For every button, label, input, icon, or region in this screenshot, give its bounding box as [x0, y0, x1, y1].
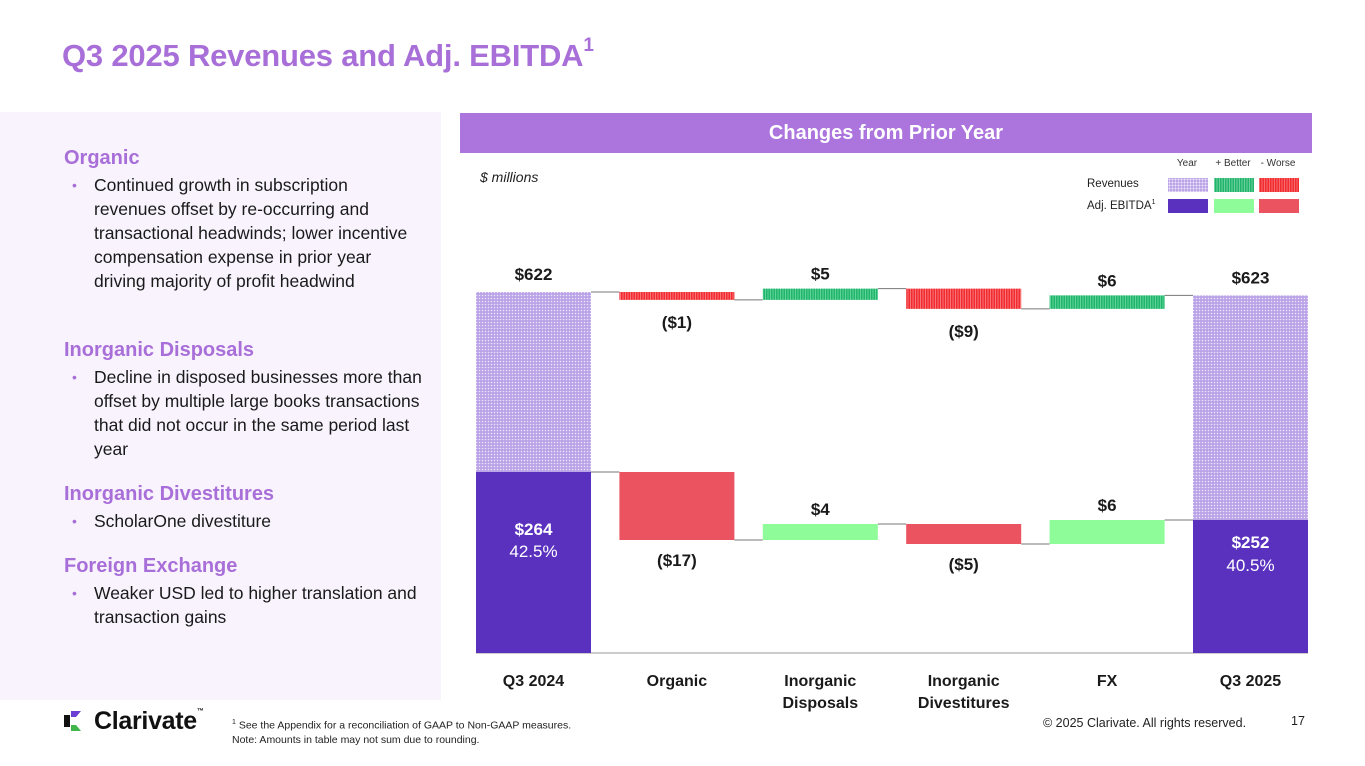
legend-swatch-ebitda-worse — [1259, 199, 1299, 213]
clarivate-logo: Clarivate ™ — [62, 706, 204, 736]
legend-column-worse: - Worse — [1260, 158, 1296, 169]
chart-header: Changes from Prior Year — [460, 113, 1312, 153]
section-organic: Organic Continued growth in subscription… — [64, 145, 424, 293]
category-label: Inorganic — [928, 673, 1000, 690]
legend-column-better: + Better — [1215, 158, 1251, 169]
bar-ebitda-change — [1049, 520, 1165, 544]
label-revenue-change: $6 — [1098, 271, 1117, 290]
bar-ebitda-change — [619, 472, 735, 540]
waterfall-chart: $622 ($1) $5 ($9) $6 $623 $264 42.5% ($17) $4 ($5)… — [476, 265, 1308, 712]
page-title-text: Q3 2025 Revenues and Adj. EBITDA — [62, 38, 584, 73]
bar-revenue-change — [906, 288, 1022, 309]
logo-trademark: ™ — [196, 708, 204, 715]
section-inorganic-disposals: Inorganic Disposals Decline in disposed … — [64, 337, 424, 461]
label-ebitda-q3-2025: $252 — [1232, 533, 1270, 552]
chart-legend: Year + Better - Worse Revenues Adj. EBIT… — [1080, 158, 1310, 218]
section-heading: Foreign Exchange — [64, 555, 238, 577]
label-revenue-change: $5 — [811, 265, 830, 284]
bullet-item: Decline in disposed businesses more than… — [64, 365, 424, 461]
chart-marks: $622 ($1) $5 ($9) $6 $623 $264 42.5% ($17) $4 ($5)… — [476, 265, 1308, 712]
margin-ebitda-q3-2025: 40.5% — [1226, 556, 1274, 575]
label-ebitda-change: $6 — [1098, 496, 1117, 515]
category-label: Q3 2024 — [503, 673, 564, 690]
label-ebitda-change: ($17) — [657, 551, 697, 570]
bullet-item: Weaker USD led to higher translation and… — [64, 581, 424, 629]
footnote-line-1: See the Appendix for a reconciliation of… — [235, 719, 572, 732]
footnote: 1 See the Appendix for a reconciliation … — [232, 716, 571, 747]
label-revenue-change: ($9) — [949, 322, 979, 341]
logo-wordmark: Clarivate — [94, 706, 197, 735]
category-label: Disposals — [783, 695, 859, 712]
category-label: Divestitures — [918, 695, 1010, 712]
section-inorganic-divestitures: Inorganic Divestitures ScholarOne divest… — [64, 481, 424, 533]
section-heading: Organic — [64, 147, 140, 169]
bar-ebitda-q3-2025 — [1193, 520, 1308, 653]
bar-revenue-change — [619, 292, 735, 300]
copyright: © 2025 Clarivate. All rights reserved. — [1043, 716, 1247, 730]
bar-revenue-change — [1049, 295, 1165, 309]
bullet-item: Continued growth in subscription revenue… — [64, 173, 424, 293]
title-footnote-marker: 1 — [583, 35, 594, 56]
bar-ebitda-change — [906, 524, 1022, 544]
legend-column-year: Year — [1176, 158, 1198, 169]
category-label: Q3 2025 — [1220, 673, 1281, 690]
legend-row-revenues: Revenues — [1087, 178, 1139, 190]
section-heading: Inorganic Divestitures — [64, 483, 275, 505]
page-title: Q3 2025 Revenues and Adj. EBITDA1 — [62, 35, 594, 74]
bar-ebitda-q3-2024 — [476, 472, 591, 653]
legend-swatch-revenue-better — [1214, 178, 1254, 192]
label-ebitda-q3-2024: $264 — [515, 520, 553, 539]
page-number: 17 — [1291, 714, 1305, 728]
legend-row-ebitda-label: Adj. EBITDA — [1087, 199, 1152, 212]
category-label: Organic — [647, 673, 708, 690]
label-revenue-q3-2025: $623 — [1232, 268, 1270, 287]
bar-revenue-change — [762, 288, 878, 300]
bullet-item: ScholarOne divestiture — [64, 509, 424, 533]
section-heading: Inorganic Disposals — [64, 339, 255, 361]
label-revenue-change: ($1) — [662, 313, 692, 332]
footnote-marker: 1 — [232, 719, 236, 726]
label-ebitda-change: ($5) — [949, 555, 979, 574]
label-revenue-q3-2024: $622 — [515, 265, 553, 284]
legend-swatch-ebitda-year — [1168, 199, 1208, 213]
units-label: $ millions — [480, 169, 539, 185]
legend-swatch-revenue-worse — [1259, 178, 1299, 192]
legend-swatch-ebitda-better — [1214, 199, 1254, 213]
legend-footnote-marker: 1 — [1151, 199, 1156, 206]
footnote-line-2: Note: Amounts in table may not sum due t… — [232, 733, 480, 746]
category-label: Inorganic — [784, 673, 856, 690]
legend-swatch-revenue-year — [1168, 178, 1208, 192]
bar-ebitda-change — [762, 524, 878, 540]
margin-ebitda-q3-2024: 42.5% — [509, 542, 557, 561]
clarivate-logo-icon — [64, 711, 81, 731]
section-foreign-exchange: Foreign Exchange Weaker USD led to highe… — [64, 553, 424, 629]
label-ebitda-change: $4 — [811, 500, 830, 519]
legend-row-ebitda: Adj. EBITDA1 — [1087, 199, 1155, 212]
category-label: FX — [1097, 673, 1118, 690]
